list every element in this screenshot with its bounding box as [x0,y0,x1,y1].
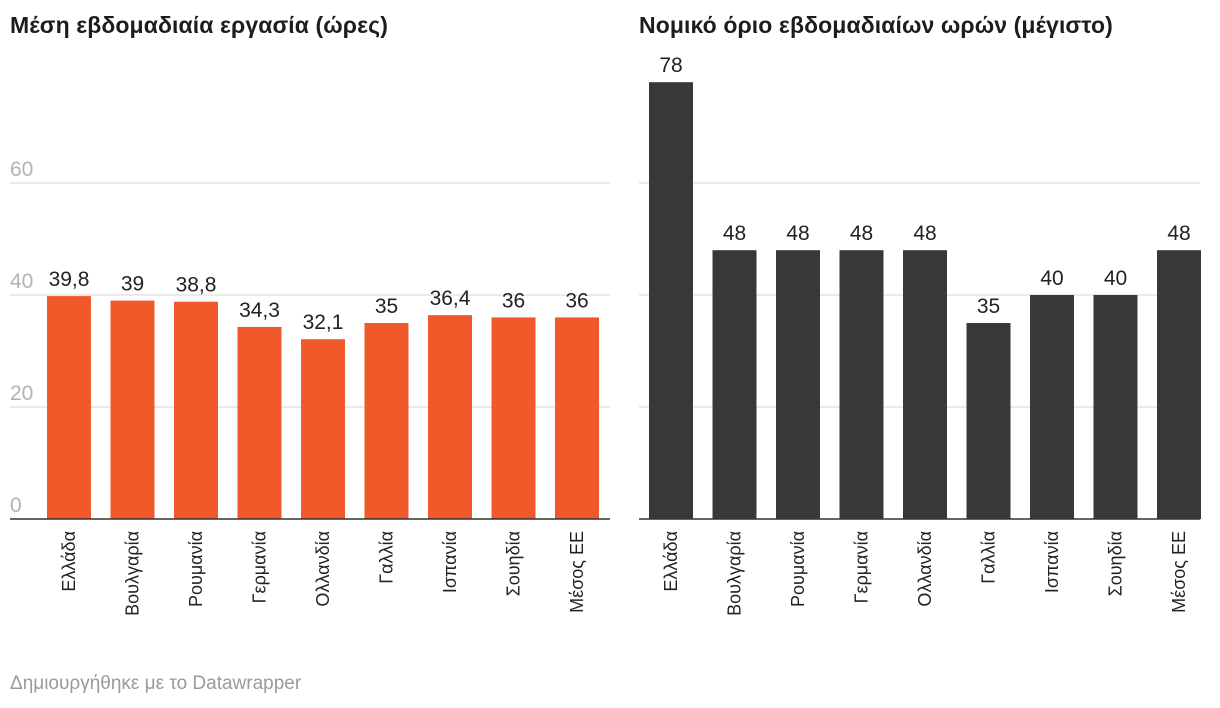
y-tick-label: 60 [10,158,33,181]
bar [1030,295,1074,519]
bar [110,300,155,519]
category-label: Ισπανία [440,531,460,593]
y-tick-label: 20 [10,382,33,405]
data-label: 48 [1167,222,1190,245]
data-label: 36 [502,289,525,312]
data-label: 34,3 [239,299,280,322]
data-label: 48 [786,222,809,245]
bar [174,301,218,519]
data-label: 48 [913,222,936,245]
bar [491,317,536,519]
bar [903,250,947,519]
bar [712,250,757,519]
category-label: Ολλανδία [915,531,935,607]
category-label: Μέσος ΕΕ [1169,531,1189,613]
category-label: Γερμανία [250,531,270,603]
bar [301,339,345,519]
data-label: 40 [1040,267,1063,290]
data-label: 39 [121,273,144,296]
chart-title-left: Μέση εβδομαδιαία εργασία (ώρες) [10,12,388,38]
category-label: Γαλλία [979,531,999,584]
category-label: Γαλλία [377,531,397,584]
bar [649,82,693,519]
category-label: Βουλγαρία [123,531,143,616]
category-label: Ολλανδία [313,531,333,607]
chart-panel-right: Νομικό όριο εβδομαδιαίων ωρών (μέγιστο) … [639,0,1220,660]
data-label: 78 [659,54,682,77]
bar [364,323,409,519]
category-label: Ρουμανία [788,531,808,607]
y-tick-label: 0 [10,494,22,517]
data-label: 48 [723,222,746,245]
footer-credit: Δημιουργήθηκε με το Datawrapper [10,673,302,694]
category-label: Γερμανία [852,531,872,603]
category-label: Βουλγαρία [725,531,745,616]
bar [237,326,282,519]
category-label: Σουηδία [504,531,524,596]
chart-panel-left: Μέση εβδομαδιαία εργασία (ώρες) 0 20 40 60 3… [10,0,610,660]
data-label: 32,1 [303,311,344,334]
data-label: 36,4 [430,287,471,310]
data-label: 39,8 [49,268,90,291]
bar [47,296,91,519]
bar [776,250,820,519]
data-label: 40 [1104,267,1127,290]
category-label: Μέσος ΕΕ [567,531,587,613]
bar [555,317,599,519]
bar [839,250,884,519]
category-label: Ισπανία [1042,531,1062,593]
chart-title-right: Νομικό όριο εβδομαδιαίων ωρών (μέγιστο) [639,12,1113,38]
data-label: 36 [565,289,588,312]
category-label: Ρουμανία [186,531,206,607]
data-label: 48 [850,222,873,245]
bar [1093,295,1138,519]
data-label: 35 [375,295,398,318]
chart-left: 0 20 40 60 39,8 Ελλάδα 39 Βουλγαρία 38,8 Ρουμανία… [10,158,610,616]
category-label: Ελλάδα [59,531,79,592]
y-tick-label: 40 [10,270,33,293]
category-label: Σουηδία [1106,531,1126,596]
bar [1157,250,1201,519]
bar [428,315,472,519]
bar [966,323,1011,519]
category-label: Ελλάδα [661,531,681,592]
chart-right: 78 Ελλάδα 48 Βουλγαρία 48 Ρουμανία 48 Γερμανία 4… [639,54,1201,616]
data-label: 35 [977,295,1000,318]
data-label: 38,8 [176,274,217,297]
